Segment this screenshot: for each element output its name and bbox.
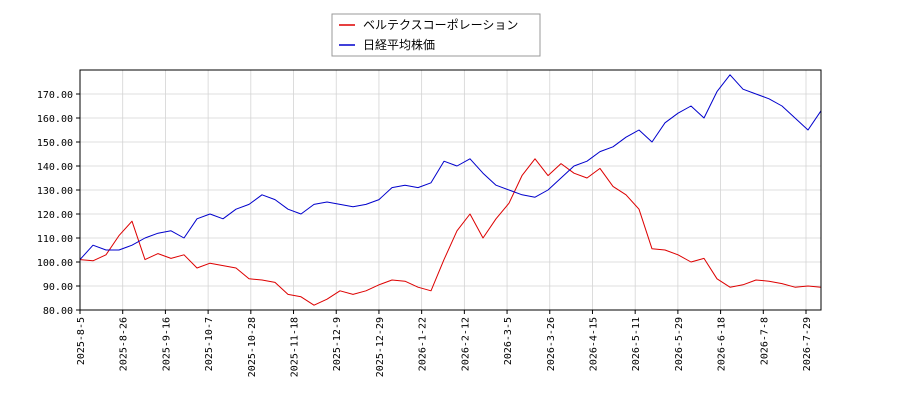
x-tick-label: 2026-1-22	[418, 317, 429, 371]
x-tick-label: 2025-10-28	[247, 317, 258, 377]
x-axis: 2025-8-5 2025-8-26 2025-9-16 2025-10-7 2025-…	[76, 310, 813, 377]
legend-box	[331, 13, 541, 57]
x-tick-label: 2025-8-26	[119, 317, 130, 371]
x-tick-label: 2026-4-15	[588, 317, 599, 371]
y-tick-label: 140.00	[37, 162, 73, 173]
y-tick-label: 90.00	[43, 282, 73, 293]
y-tick-label: 80.00	[43, 306, 73, 317]
legend-label-series-0: ベルテクスコーポレーション	[363, 18, 518, 32]
x-tick-label: 2026-3-5	[503, 317, 514, 365]
series-line-0	[79, 158, 822, 306]
y-tick-label: 170.00	[37, 90, 73, 101]
x-tick-label: 2026-6-18	[717, 317, 728, 371]
x-tick-label: 2025-8-5	[76, 317, 87, 365]
series-line-1	[79, 74, 822, 260]
x-tick-label: 2026-7-29	[802, 317, 813, 371]
x-tick-label: 2026-2-12	[460, 317, 471, 371]
x-tick-label: 2025-11-18	[290, 317, 301, 377]
y-tick-label: 100.00	[37, 258, 73, 269]
x-tick-label: 2026-7-8	[759, 317, 770, 365]
y-tick-label: 130.00	[37, 186, 73, 197]
y-tick-label: 110.00	[37, 234, 73, 245]
x-tick-label: 2025-9-16	[161, 317, 172, 371]
x-tick-label: 2025-10-7	[204, 317, 215, 371]
y-axis: 80.00 90.00 100.00 110.00 120.00 130.00 140.00…	[37, 90, 80, 317]
x-tick-label: 2026-5-29	[674, 317, 685, 371]
series-layer	[79, 74, 822, 306]
legend: ベルテクスコーポレーション 日経平均株価	[331, 13, 541, 57]
y-tick-label: 120.00	[37, 210, 73, 221]
grid-layer	[79, 70, 821, 311]
x-tick-label: 2026-5-11	[631, 317, 642, 371]
y-tick-label: 150.00	[37, 138, 73, 149]
y-tick-label: 160.00	[37, 114, 73, 125]
x-tick-label: 2025-12-9	[332, 317, 343, 371]
legend-label-series-1: 日経平均株価	[363, 37, 435, 52]
x-tick-label: 2025-12-29	[375, 317, 386, 377]
x-tick-label: 2026-3-26	[546, 317, 557, 371]
